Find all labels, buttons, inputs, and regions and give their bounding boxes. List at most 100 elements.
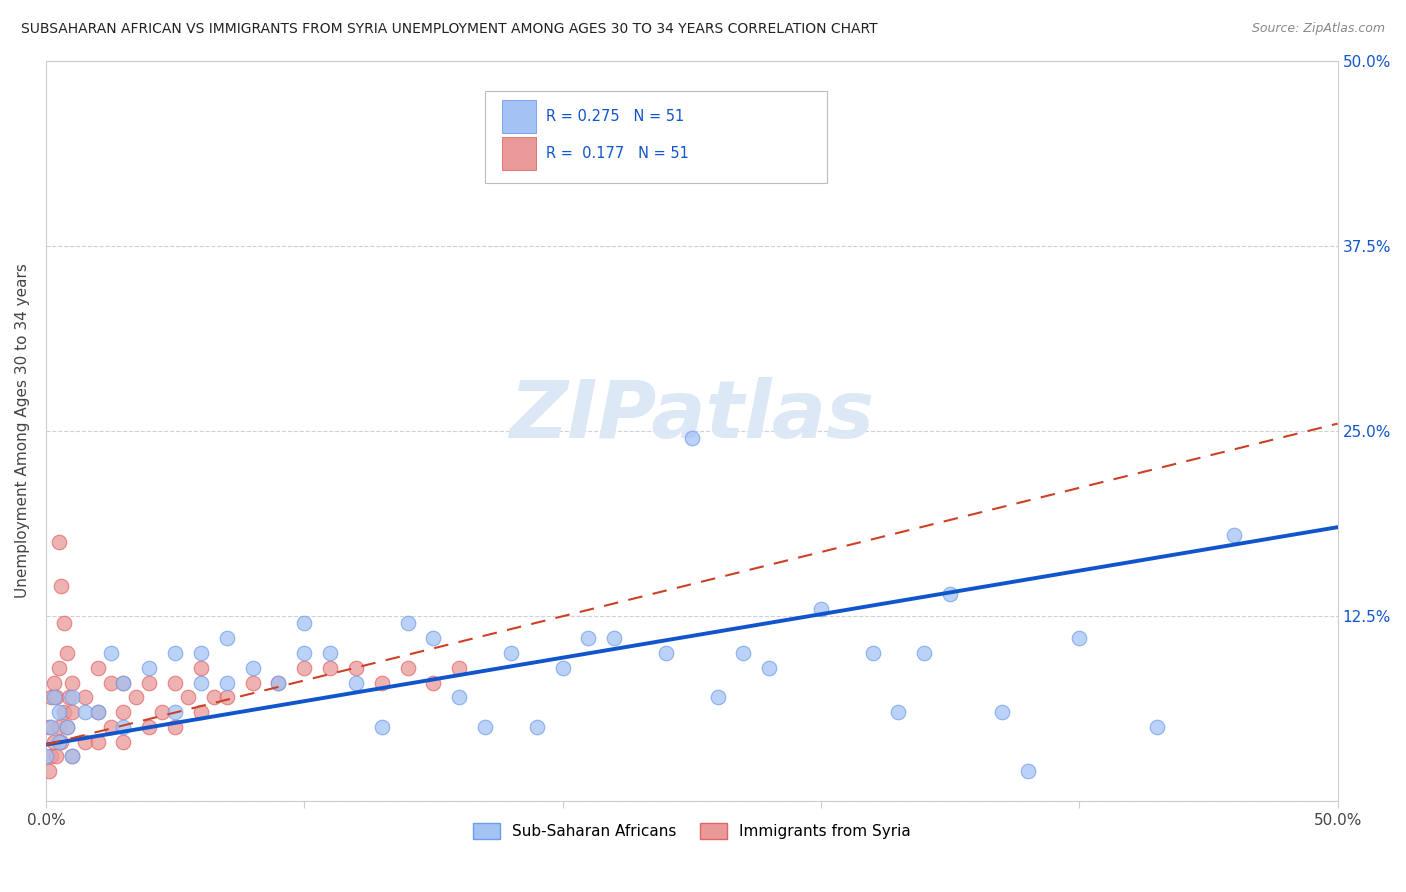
Point [371, 675, 394, 690]
Point [86, 661, 108, 675]
Point [60, 705, 83, 719]
Point [526, 720, 548, 734]
Point [112, 675, 135, 690]
Point [138, 720, 160, 734]
Point [862, 646, 884, 660]
Point [422, 675, 444, 690]
FancyBboxPatch shape [502, 100, 536, 133]
Point [1069, 631, 1091, 645]
Point [51, 735, 73, 749]
Point [60, 675, 83, 690]
Point [1146, 720, 1168, 734]
Point [165, 675, 187, 690]
Point [100, 720, 122, 734]
Point [73, 690, 96, 705]
Point [215, 675, 238, 690]
Point [86, 735, 108, 749]
Point [292, 616, 315, 631]
Point [165, 646, 187, 660]
Point [55, 720, 77, 734]
Point [242, 675, 264, 690]
Point [474, 720, 496, 734]
Point [39, 720, 62, 734]
Point [912, 646, 935, 660]
Point [60, 749, 83, 764]
Point [1017, 764, 1039, 779]
Point [112, 720, 135, 734]
Point [215, 690, 238, 705]
Text: R = 0.275   N = 51: R = 0.275 N = 51 [546, 109, 685, 124]
Legend: Sub-Saharan Africans, Immigrants from Syria: Sub-Saharan Africans, Immigrants from Sy… [467, 817, 917, 845]
Point [45, 749, 67, 764]
Point [55, 646, 77, 660]
Point [42, 735, 65, 749]
Point [939, 587, 962, 601]
Point [578, 631, 600, 645]
Point [165, 720, 187, 734]
Point [733, 646, 755, 660]
Point [422, 631, 444, 645]
Point [112, 675, 135, 690]
Point [292, 661, 315, 675]
Point [73, 705, 96, 719]
Point [112, 735, 135, 749]
Point [319, 646, 342, 660]
Point [267, 675, 290, 690]
Point [150, 705, 173, 719]
Point [53, 616, 76, 631]
Point [681, 431, 703, 445]
Point [991, 705, 1014, 719]
Point [319, 661, 342, 675]
Point [60, 749, 83, 764]
Point [242, 661, 264, 675]
Point [58, 690, 80, 705]
Y-axis label: Unemployment Among Ages 30 to 34 years: Unemployment Among Ages 30 to 34 years [15, 263, 30, 599]
Text: SUBSAHARAN AFRICAN VS IMMIGRANTS FROM SYRIA UNEMPLOYMENT AMONG AGES 30 TO 34 YEA: SUBSAHARAN AFRICAN VS IMMIGRANTS FROM SY… [21, 22, 877, 37]
Point [758, 661, 780, 675]
Point [138, 675, 160, 690]
Point [48, 705, 70, 719]
FancyBboxPatch shape [485, 91, 827, 183]
Point [165, 705, 187, 719]
Point [53, 705, 76, 719]
Point [38, 764, 60, 779]
Point [55, 720, 77, 734]
Point [100, 675, 122, 690]
Point [499, 646, 522, 660]
Point [39, 690, 62, 705]
Point [190, 661, 212, 675]
Point [39, 749, 62, 764]
Point [51, 579, 73, 593]
Point [344, 675, 367, 690]
Point [100, 646, 122, 660]
Point [887, 705, 910, 719]
Point [48, 720, 70, 734]
Point [190, 675, 212, 690]
Point [655, 646, 678, 660]
Point [551, 661, 574, 675]
Point [603, 631, 626, 645]
Point [48, 661, 70, 675]
Point [125, 690, 148, 705]
Point [190, 646, 212, 660]
Text: ZIPatlas: ZIPatlas [509, 377, 875, 455]
Point [202, 690, 225, 705]
Point [810, 601, 832, 615]
Point [35, 749, 58, 764]
Point [1223, 527, 1246, 541]
Point [177, 690, 200, 705]
FancyBboxPatch shape [502, 137, 536, 169]
Point [42, 690, 65, 705]
Text: R =  0.177   N = 51: R = 0.177 N = 51 [546, 146, 689, 161]
Point [396, 661, 419, 675]
Point [138, 661, 160, 675]
Point [215, 631, 238, 645]
Point [190, 705, 212, 719]
Point [73, 735, 96, 749]
Point [42, 675, 65, 690]
Point [86, 705, 108, 719]
Point [371, 720, 394, 734]
Point [706, 690, 728, 705]
Point [344, 661, 367, 675]
Point [292, 646, 315, 660]
